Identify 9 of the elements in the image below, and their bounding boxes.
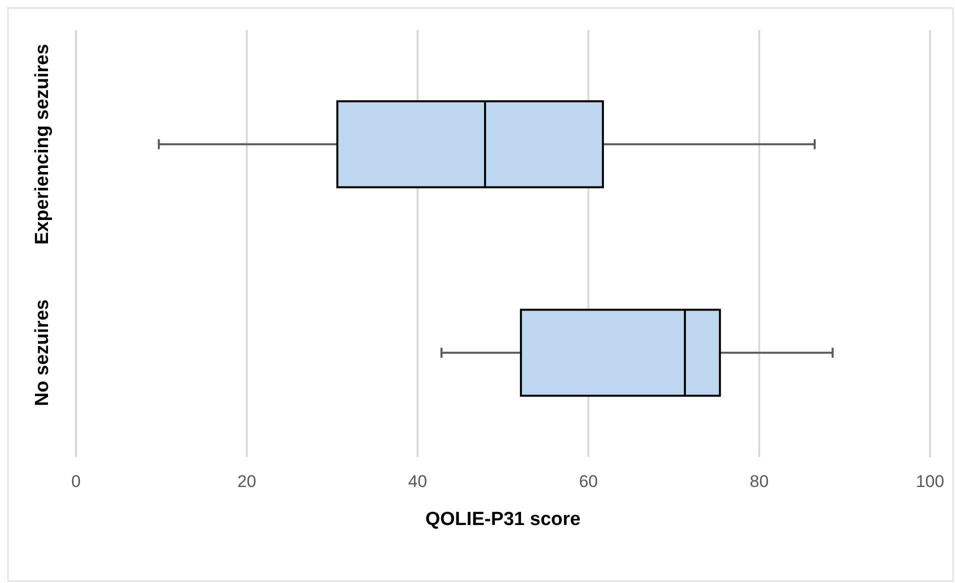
y-tick-label: Experiencing sezuires [32,44,53,245]
x-tick-label: 80 [750,472,769,491]
x-axis-title: QOLIE-P31 score [425,509,581,530]
x-tick-label: 60 [578,472,598,491]
y-tick-label: No sezuires [32,299,53,406]
x-tick-label: 0 [71,472,81,491]
x-tick-label: 20 [237,472,256,491]
x-tick-label: 40 [408,472,428,491]
x-tick-label: 100 [916,472,944,491]
